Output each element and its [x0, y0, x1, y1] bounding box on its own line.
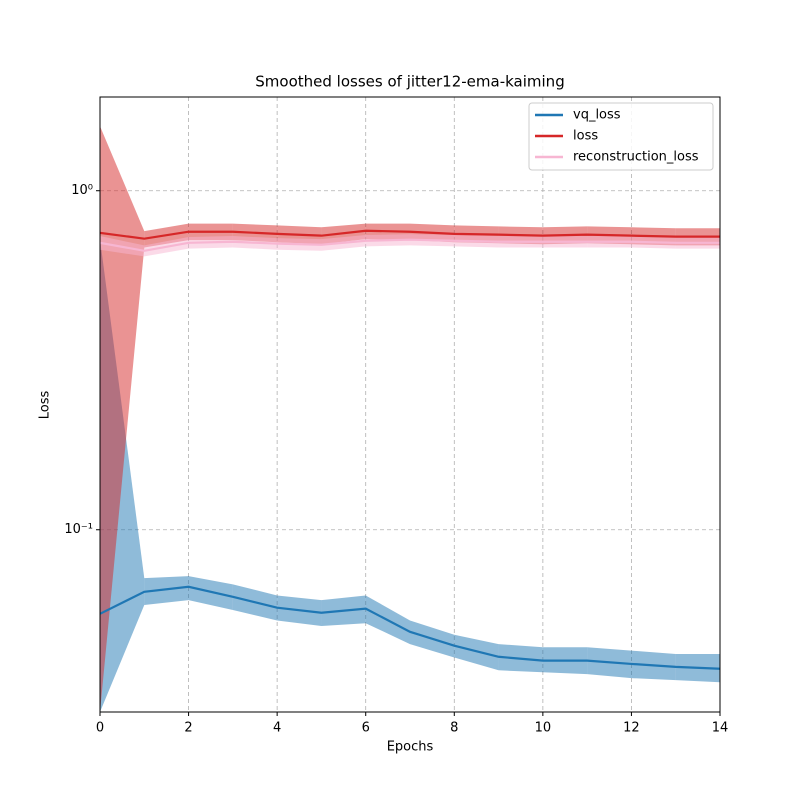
x-axis-label: Epochs: [387, 740, 434, 755]
x-tick-label: 6: [362, 721, 370, 736]
line: [100, 229, 720, 240]
x-tick-label: 2: [184, 721, 192, 736]
x-tick-label: 10: [535, 721, 552, 736]
line: [100, 585, 720, 670]
x-tick-label: 0: [96, 721, 104, 736]
band: [100, 126, 145, 712]
legend-label: loss: [573, 129, 598, 144]
legend-label: reconstruction_loss: [573, 150, 699, 165]
x-tick-label: 4: [273, 721, 281, 736]
y-tick-label: 10⁰: [71, 183, 93, 198]
x-tick-label: 12: [623, 721, 640, 736]
band: [188, 576, 233, 610]
plot-frame: [99, 96, 721, 713]
x-tick-label: 14: [712, 721, 729, 736]
y-axis-label: Loss: [38, 391, 53, 420]
legend-box: [528, 102, 714, 171]
band: [144, 576, 189, 605]
y-tick-label: 10⁻¹: [64, 522, 93, 537]
plot-area: [100, 126, 720, 712]
band: [454, 634, 499, 671]
chart-title: Smoothed losses of jitter12-ema-kaiming: [255, 73, 564, 91]
line: [100, 238, 720, 252]
legend-label: vq_loss: [573, 108, 621, 123]
x-tick-label: 8: [450, 721, 458, 736]
